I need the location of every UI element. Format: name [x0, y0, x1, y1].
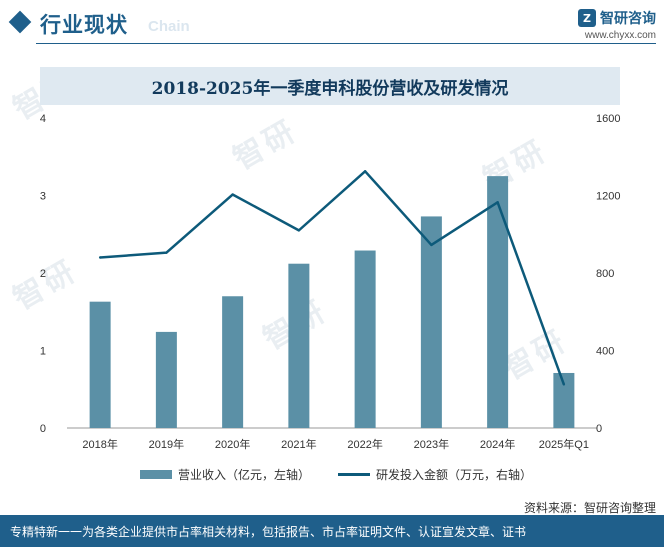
footer-banner: 专精特新一一为各类企业提供市占率相关材料，包括报告、市占率证明文件、认证宣发文章… [0, 515, 664, 547]
line-point-rd [98, 256, 102, 259]
x-tick-label: 2019年 [149, 437, 184, 451]
legend-item-revenue: 营业收入（亿元，左轴） [140, 466, 310, 483]
bar-revenue [89, 301, 111, 428]
legend-swatch-line [338, 473, 370, 476]
legend-label-revenue: 营业收入（亿元，左轴） [178, 468, 311, 482]
chart-title-box: 2018-2025年一季度申科股份营收及研发情况 [40, 67, 620, 105]
chart-title: 2018-2025年一季度申科股份营收及研发情况 [151, 78, 509, 99]
chart-legend: 营业收入（亿元，左轴） 研发投入金额（万元，右轴） [0, 466, 664, 482]
footer-text: 专精特新一一为各类企业提供市占率相关材料，包括报告、市占率证明文件、认证宣发文章… [10, 524, 527, 539]
legend-label-rd: 研发投入金额（万元，右轴） [376, 468, 533, 482]
brand-block: Z 智研咨询 www.chyxx.com [578, 8, 656, 41]
y-right-tick-label: 1600 [596, 113, 620, 125]
x-tick-label: 2020年 [215, 437, 250, 451]
line-point-rd [231, 193, 234, 196]
page-header: 行业现状 Chain Z 智研咨询 www.chyxx.com [0, 0, 664, 50]
x-tick-label: 2018年 [82, 437, 117, 451]
y-left-tick-label: 2 [40, 268, 46, 280]
bar-revenue [222, 296, 244, 428]
header-divider [36, 43, 656, 44]
x-tick-label: 2022年 [347, 437, 382, 451]
line-rd-investment [100, 170, 566, 385]
x-tick-label: 2021年 [281, 437, 316, 451]
line-point-rd [297, 229, 301, 232]
brand-url: www.chyxx.com [584, 30, 656, 41]
bar-revenue [354, 250, 376, 428]
bar-revenue [420, 216, 442, 428]
line-point-rd [562, 383, 566, 386]
x-tick-label: 2024年 [480, 437, 515, 451]
section-title: 行业现状 [40, 13, 128, 37]
x-tick-label: 2025年Q1 [539, 437, 589, 451]
line-point-rd [165, 251, 168, 254]
source-note: 资料来源：智研咨询整理 [523, 501, 656, 515]
x-tick-label: 2023年 [414, 437, 449, 451]
y-right-tick-label: 0 [596, 423, 602, 435]
line-point-rd [496, 201, 499, 204]
brand-logo-icon: Z [578, 9, 596, 27]
legend-swatch-bar [140, 470, 172, 479]
brand-name: 智研咨询 [600, 11, 656, 27]
y-left-tick-label: 3 [40, 191, 46, 203]
line-point-rd [363, 170, 367, 173]
y-right-tick-label: 400 [596, 346, 614, 358]
y-left-tick-label: 1 [40, 346, 46, 358]
y-left-tick-label: 4 [40, 113, 46, 125]
bar-revenue [487, 176, 509, 428]
y-right-tick-label: 800 [596, 268, 614, 280]
bar-revenue [553, 372, 575, 428]
section-subtitle: Chain [148, 18, 190, 35]
line-point-rd [430, 243, 433, 247]
bar-revenue [155, 331, 177, 428]
legend-item-rd: 研发投入金额（万元，右轴） [338, 466, 532, 483]
y-right-tick-label: 1200 [596, 191, 620, 203]
bar-revenue [288, 263, 310, 428]
y-left-tick-label: 0 [40, 423, 46, 435]
